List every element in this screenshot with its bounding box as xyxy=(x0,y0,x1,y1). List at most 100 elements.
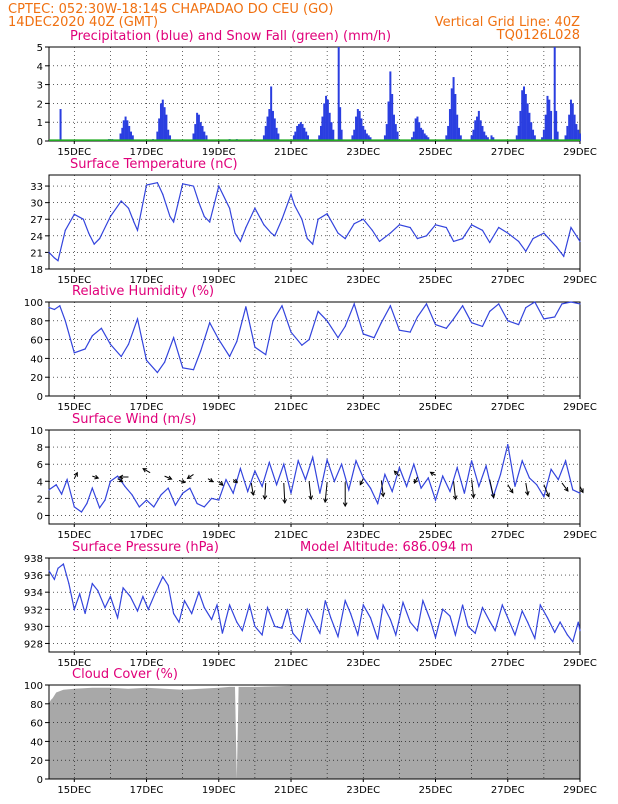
data-point xyxy=(550,468,552,470)
data-point xyxy=(481,325,484,328)
data-point xyxy=(369,617,372,619)
data-point xyxy=(474,632,476,634)
y-tick-label: 6 xyxy=(37,460,43,471)
x-tick-label: 17DEC xyxy=(130,530,164,541)
wind-arrow-head xyxy=(470,493,476,499)
data-point xyxy=(442,475,444,477)
data-point xyxy=(434,636,437,639)
precip-bar xyxy=(129,131,132,141)
wind-arrow-shaft xyxy=(380,480,384,497)
precip-bar xyxy=(571,103,574,141)
precip-bar xyxy=(486,137,489,141)
data-point xyxy=(109,215,112,218)
data-point xyxy=(218,185,220,187)
data-point xyxy=(156,182,158,184)
data-point xyxy=(312,618,314,621)
data-point xyxy=(173,221,175,223)
precip-bar xyxy=(421,129,424,141)
precip-bar xyxy=(196,112,199,141)
wind-arrow-head xyxy=(233,478,239,484)
precip-bar xyxy=(328,112,331,141)
data-point xyxy=(145,184,148,186)
data-point xyxy=(73,213,75,215)
x-tick-label: 29DEC xyxy=(563,402,597,413)
data-point xyxy=(120,355,122,358)
data-point xyxy=(579,630,581,632)
data-point xyxy=(304,478,307,481)
data-point xyxy=(348,489,350,491)
x-tick-label: 25DEC xyxy=(419,147,453,158)
precip-bar xyxy=(566,125,569,141)
data-point xyxy=(292,632,294,634)
plot-frame xyxy=(48,301,581,397)
data-point xyxy=(398,467,400,469)
wind-arrow-shaft xyxy=(324,482,328,503)
precip-bar xyxy=(161,99,164,141)
data-point xyxy=(525,307,527,309)
precip-bar xyxy=(167,129,170,141)
data-point xyxy=(248,604,251,606)
wind-arrow xyxy=(413,476,418,484)
data-point xyxy=(521,610,523,612)
data-point xyxy=(434,323,437,326)
data-point xyxy=(489,620,491,622)
panel-humidity: Relative Humidity (%) 0 20 40 60 80 100 15DEC 1… xyxy=(24,284,597,413)
data-point xyxy=(377,638,379,640)
data-point xyxy=(416,630,419,632)
wind-arrow-head xyxy=(118,474,124,480)
plot-frame xyxy=(48,174,581,270)
temp-title: Surface Temperature (nC) xyxy=(70,157,238,172)
data-point xyxy=(290,331,292,333)
data-point xyxy=(142,595,144,598)
y-tick-label: 4 xyxy=(37,62,43,73)
data-point xyxy=(499,473,502,476)
wind-arrow-head xyxy=(167,475,173,480)
data-point xyxy=(127,343,130,345)
wind-arrow xyxy=(250,482,256,497)
data-point xyxy=(173,337,175,339)
precip-bar xyxy=(163,107,166,141)
data-point xyxy=(192,369,195,371)
precip-bar xyxy=(351,135,354,141)
data-point xyxy=(471,224,473,226)
data-point xyxy=(572,489,574,491)
precip-bar xyxy=(271,110,274,141)
data-point xyxy=(68,583,70,585)
data-point xyxy=(527,621,529,623)
data-point xyxy=(209,322,211,324)
y-tick-label: 2 xyxy=(37,494,43,505)
wind-arrow xyxy=(561,482,569,492)
precip-bar xyxy=(330,122,333,141)
precip-bar xyxy=(579,133,581,141)
precip-bar xyxy=(412,131,415,141)
series-line xyxy=(48,301,581,374)
data-point xyxy=(389,305,391,307)
data-point xyxy=(270,232,272,234)
y-tick-label: 24 xyxy=(30,232,43,243)
wind-arrow-head xyxy=(118,478,124,483)
precip-bar xyxy=(299,122,302,141)
data-point xyxy=(369,487,372,489)
data-point xyxy=(86,502,88,505)
wind-arrow-shaft xyxy=(394,470,400,477)
y-tick-label: 8 xyxy=(37,443,43,454)
data-point xyxy=(398,329,400,331)
data-point xyxy=(507,443,509,446)
data-point xyxy=(445,226,447,229)
data-point xyxy=(559,621,561,623)
data-point xyxy=(452,318,455,320)
x-tick-label: 25DEC xyxy=(419,275,453,286)
data-point xyxy=(371,229,373,231)
plot-frame xyxy=(48,557,581,653)
data-point xyxy=(216,604,218,606)
wind-arrow-head xyxy=(380,492,386,498)
data-point xyxy=(59,305,61,307)
data-point xyxy=(245,306,247,308)
data-point xyxy=(462,604,464,606)
data-point xyxy=(543,232,545,234)
precip-bar xyxy=(128,125,131,141)
panel-pressure: Surface Pressure (hPa) Model Altitude: 6… xyxy=(24,540,597,669)
x-tick-label: 27DEC xyxy=(491,785,525,796)
precip-bar xyxy=(356,109,359,141)
wind-arrow xyxy=(118,474,129,480)
